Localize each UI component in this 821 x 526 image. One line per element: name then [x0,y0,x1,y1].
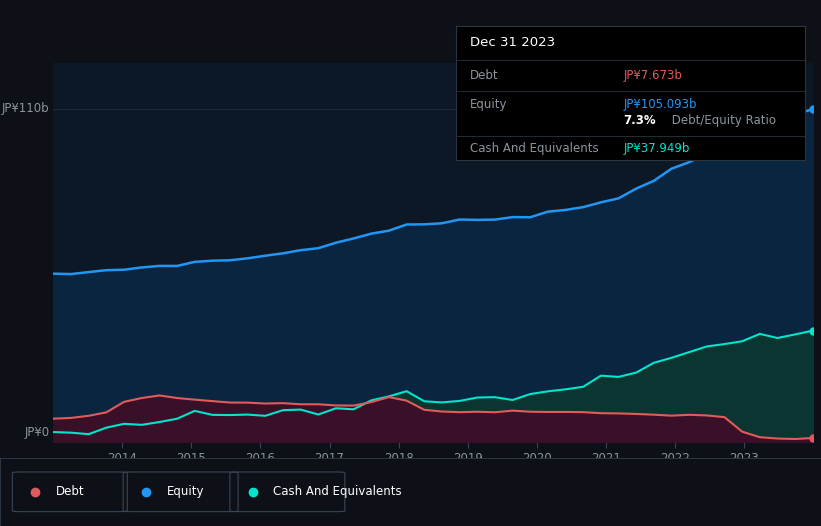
Text: JP¥110b: JP¥110b [2,102,49,115]
Text: Dec 31 2023: Dec 31 2023 [470,36,555,49]
Text: Debt: Debt [470,69,498,82]
Text: Cash And Equivalents: Cash And Equivalents [273,485,402,498]
Text: Equity: Equity [470,98,507,110]
Text: JP¥0: JP¥0 [25,426,49,439]
Text: Debt/Equity Ratio: Debt/Equity Ratio [668,114,777,127]
Text: Equity: Equity [167,485,204,498]
Text: JP¥7.673b: JP¥7.673b [623,69,682,82]
Text: JP¥105.093b: JP¥105.093b [623,98,697,110]
Text: 7.3%: 7.3% [623,114,656,127]
Text: Debt: Debt [56,485,85,498]
Text: JP¥37.949b: JP¥37.949b [623,142,690,155]
Text: Cash And Equivalents: Cash And Equivalents [470,142,599,155]
